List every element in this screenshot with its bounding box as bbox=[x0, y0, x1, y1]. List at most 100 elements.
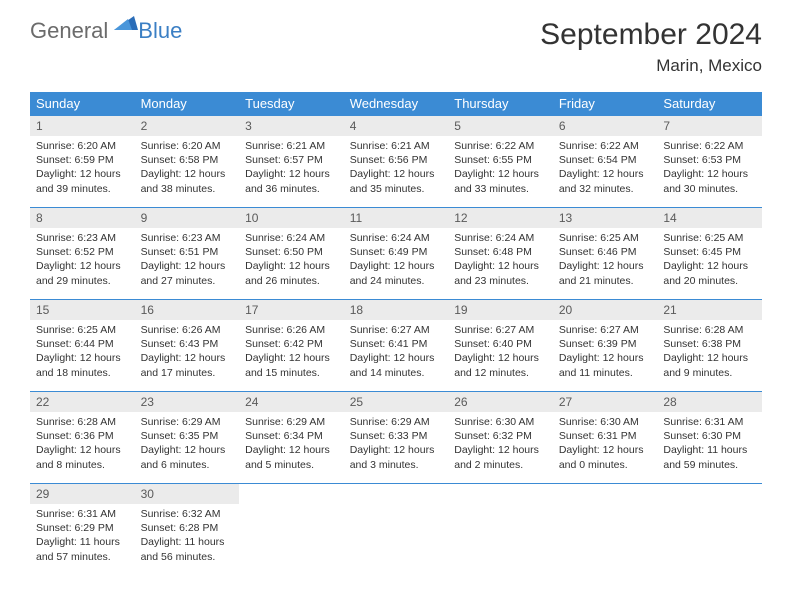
day-number: 28 bbox=[657, 392, 762, 412]
daylight-line: Daylight: 12 hours and 17 minutes. bbox=[141, 351, 234, 379]
month-title: September 2024 bbox=[540, 18, 762, 52]
calendar-cell: 9Sunrise: 6:23 AMSunset: 6:51 PMDaylight… bbox=[135, 208, 240, 300]
calendar-cell: 15Sunrise: 6:25 AMSunset: 6:44 PMDayligh… bbox=[30, 300, 135, 392]
calendar-cell: 6Sunrise: 6:22 AMSunset: 6:54 PMDaylight… bbox=[553, 116, 658, 208]
day-number: 25 bbox=[344, 392, 449, 412]
daylight-line: Daylight: 12 hours and 21 minutes. bbox=[559, 259, 652, 287]
sunset-line: Sunset: 6:51 PM bbox=[141, 245, 234, 259]
sunset-line: Sunset: 6:59 PM bbox=[36, 153, 129, 167]
sunrise-line: Sunrise: 6:24 AM bbox=[245, 231, 338, 245]
day-body: Sunrise: 6:21 AMSunset: 6:57 PMDaylight:… bbox=[239, 136, 344, 202]
daylight-line: Daylight: 12 hours and 29 minutes. bbox=[36, 259, 129, 287]
sunset-line: Sunset: 6:44 PM bbox=[36, 337, 129, 351]
sunrise-line: Sunrise: 6:32 AM bbox=[141, 507, 234, 521]
day-number: 26 bbox=[448, 392, 553, 412]
calendar-cell: 5Sunrise: 6:22 AMSunset: 6:55 PMDaylight… bbox=[448, 116, 553, 208]
calendar-cell: 13Sunrise: 6:25 AMSunset: 6:46 PMDayligh… bbox=[553, 208, 658, 300]
day-body: Sunrise: 6:30 AMSunset: 6:32 PMDaylight:… bbox=[448, 412, 553, 478]
calendar-cell: 2Sunrise: 6:20 AMSunset: 6:58 PMDaylight… bbox=[135, 116, 240, 208]
calendar-cell: 30Sunrise: 6:32 AMSunset: 6:28 PMDayligh… bbox=[135, 484, 240, 576]
day-number: 30 bbox=[135, 484, 240, 504]
calendar-cell: 17Sunrise: 6:26 AMSunset: 6:42 PMDayligh… bbox=[239, 300, 344, 392]
sunrise-line: Sunrise: 6:21 AM bbox=[245, 139, 338, 153]
day-body: Sunrise: 6:26 AMSunset: 6:43 PMDaylight:… bbox=[135, 320, 240, 386]
day-body: Sunrise: 6:32 AMSunset: 6:28 PMDaylight:… bbox=[135, 504, 240, 570]
sunrise-line: Sunrise: 6:25 AM bbox=[663, 231, 756, 245]
daylight-line: Daylight: 12 hours and 14 minutes. bbox=[350, 351, 443, 379]
daylight-line: Daylight: 11 hours and 59 minutes. bbox=[663, 443, 756, 471]
calendar-week-row: 22Sunrise: 6:28 AMSunset: 6:36 PMDayligh… bbox=[30, 392, 762, 484]
sunrise-line: Sunrise: 6:21 AM bbox=[350, 139, 443, 153]
logo: General Blue bbox=[30, 18, 182, 44]
sunrise-line: Sunrise: 6:24 AM bbox=[454, 231, 547, 245]
day-body: Sunrise: 6:27 AMSunset: 6:40 PMDaylight:… bbox=[448, 320, 553, 386]
daylight-line: Daylight: 12 hours and 32 minutes. bbox=[559, 167, 652, 195]
daylight-line: Daylight: 12 hours and 39 minutes. bbox=[36, 167, 129, 195]
sunset-line: Sunset: 6:45 PM bbox=[663, 245, 756, 259]
sunset-line: Sunset: 6:46 PM bbox=[559, 245, 652, 259]
day-body: Sunrise: 6:21 AMSunset: 6:56 PMDaylight:… bbox=[344, 136, 449, 202]
calendar-cell: 20Sunrise: 6:27 AMSunset: 6:39 PMDayligh… bbox=[553, 300, 658, 392]
sunset-line: Sunset: 6:30 PM bbox=[663, 429, 756, 443]
sunrise-line: Sunrise: 6:30 AM bbox=[559, 415, 652, 429]
day-body: Sunrise: 6:20 AMSunset: 6:58 PMDaylight:… bbox=[135, 136, 240, 202]
weekday-header-row: Sunday Monday Tuesday Wednesday Thursday… bbox=[30, 92, 762, 116]
day-number: 14 bbox=[657, 208, 762, 228]
daylight-line: Daylight: 12 hours and 38 minutes. bbox=[141, 167, 234, 195]
day-number: 15 bbox=[30, 300, 135, 320]
day-body: Sunrise: 6:30 AMSunset: 6:31 PMDaylight:… bbox=[553, 412, 658, 478]
sunset-line: Sunset: 6:31 PM bbox=[559, 429, 652, 443]
sunrise-line: Sunrise: 6:31 AM bbox=[36, 507, 129, 521]
sunset-line: Sunset: 6:33 PM bbox=[350, 429, 443, 443]
calendar-cell: 26Sunrise: 6:30 AMSunset: 6:32 PMDayligh… bbox=[448, 392, 553, 484]
day-number: 12 bbox=[448, 208, 553, 228]
calendar-cell bbox=[553, 484, 658, 576]
sunrise-line: Sunrise: 6:27 AM bbox=[350, 323, 443, 337]
sunset-line: Sunset: 6:55 PM bbox=[454, 153, 547, 167]
day-number: 21 bbox=[657, 300, 762, 320]
day-body: Sunrise: 6:24 AMSunset: 6:48 PMDaylight:… bbox=[448, 228, 553, 294]
day-number: 11 bbox=[344, 208, 449, 228]
sunrise-line: Sunrise: 6:23 AM bbox=[36, 231, 129, 245]
sunrise-line: Sunrise: 6:22 AM bbox=[559, 139, 652, 153]
calendar-cell bbox=[448, 484, 553, 576]
day-number: 19 bbox=[448, 300, 553, 320]
sunset-line: Sunset: 6:36 PM bbox=[36, 429, 129, 443]
header: General Blue September 2024 Marin, Mexic… bbox=[0, 0, 792, 84]
sunset-line: Sunset: 6:58 PM bbox=[141, 153, 234, 167]
daylight-line: Daylight: 11 hours and 56 minutes. bbox=[141, 535, 234, 563]
sunrise-line: Sunrise: 6:26 AM bbox=[245, 323, 338, 337]
day-body: Sunrise: 6:28 AMSunset: 6:36 PMDaylight:… bbox=[30, 412, 135, 478]
day-body: Sunrise: 6:25 AMSunset: 6:44 PMDaylight:… bbox=[30, 320, 135, 386]
calendar-cell bbox=[657, 484, 762, 576]
day-number: 17 bbox=[239, 300, 344, 320]
calendar-cell bbox=[344, 484, 449, 576]
calendar-body: 1Sunrise: 6:20 AMSunset: 6:59 PMDaylight… bbox=[30, 116, 762, 576]
day-number: 24 bbox=[239, 392, 344, 412]
daylight-line: Daylight: 11 hours and 57 minutes. bbox=[36, 535, 129, 563]
daylight-line: Daylight: 12 hours and 12 minutes. bbox=[454, 351, 547, 379]
daylight-line: Daylight: 12 hours and 3 minutes. bbox=[350, 443, 443, 471]
sunset-line: Sunset: 6:54 PM bbox=[559, 153, 652, 167]
calendar-cell: 11Sunrise: 6:24 AMSunset: 6:49 PMDayligh… bbox=[344, 208, 449, 300]
calendar-week-row: 15Sunrise: 6:25 AMSunset: 6:44 PMDayligh… bbox=[30, 300, 762, 392]
sunrise-line: Sunrise: 6:30 AM bbox=[454, 415, 547, 429]
calendar-table: Sunday Monday Tuesday Wednesday Thursday… bbox=[30, 92, 762, 576]
sunset-line: Sunset: 6:28 PM bbox=[141, 521, 234, 535]
sunset-line: Sunset: 6:34 PM bbox=[245, 429, 338, 443]
weekday-header: Monday bbox=[135, 92, 240, 116]
daylight-line: Daylight: 12 hours and 30 minutes. bbox=[663, 167, 756, 195]
daylight-line: Daylight: 12 hours and 26 minutes. bbox=[245, 259, 338, 287]
calendar-cell: 24Sunrise: 6:29 AMSunset: 6:34 PMDayligh… bbox=[239, 392, 344, 484]
calendar-cell: 28 Sunrise: 6:31 AMSunset: 6:30 PMDayligh… bbox=[657, 392, 762, 484]
sunset-line: Sunset: 6:35 PM bbox=[141, 429, 234, 443]
day-body: Sunrise: 6:22 AMSunset: 6:54 PMDaylight:… bbox=[553, 136, 658, 202]
daylight-line: Daylight: 12 hours and 24 minutes. bbox=[350, 259, 443, 287]
sunset-line: Sunset: 6:57 PM bbox=[245, 153, 338, 167]
sunset-line: Sunset: 6:56 PM bbox=[350, 153, 443, 167]
daylight-line: Daylight: 12 hours and 5 minutes. bbox=[245, 443, 338, 471]
calendar-cell: 18Sunrise: 6:27 AMSunset: 6:41 PMDayligh… bbox=[344, 300, 449, 392]
sunrise-line: Sunrise: 6:31 AM bbox=[663, 415, 756, 429]
day-body: Sunrise: 6:22 AMSunset: 6:53 PMDaylight:… bbox=[657, 136, 762, 202]
sunrise-line: Sunrise: 6:25 AM bbox=[559, 231, 652, 245]
